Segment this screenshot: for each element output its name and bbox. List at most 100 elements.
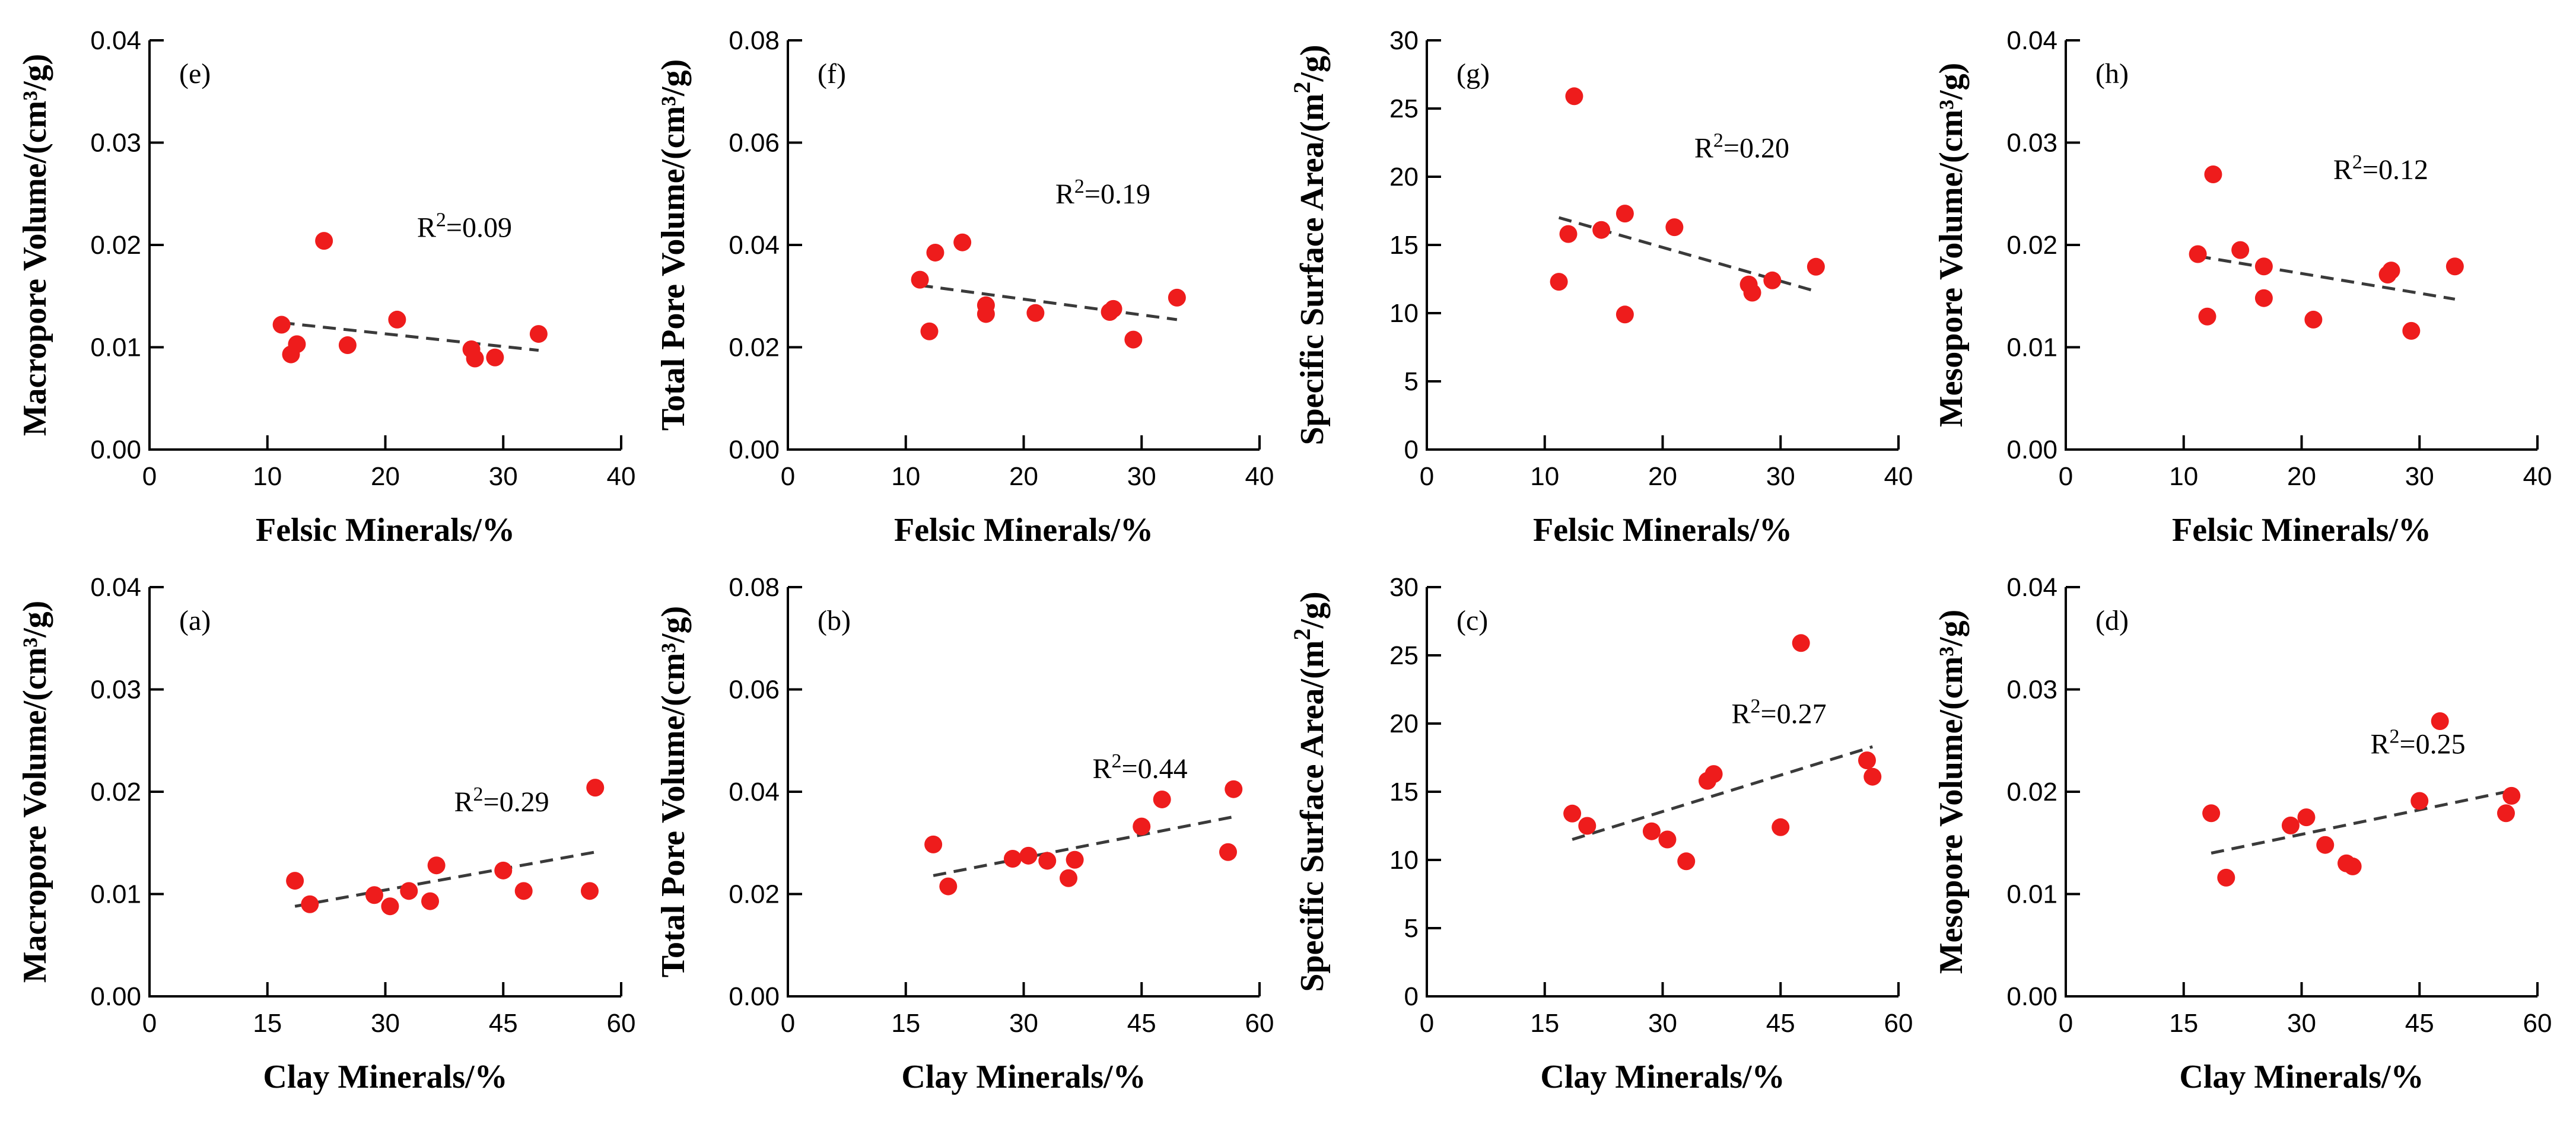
- data-point: [529, 325, 548, 343]
- panel-label: (h): [2095, 58, 2129, 90]
- data-point: [1563, 804, 1582, 823]
- data-point: [2410, 792, 2429, 810]
- y-tick-label: 0.04: [90, 573, 141, 602]
- x-tick-label: 60: [607, 1009, 636, 1038]
- data-point: [2202, 804, 2221, 823]
- data-point: [1038, 852, 1057, 870]
- data-point: [2497, 804, 2515, 823]
- r-squared-annotation: R2=0.20: [1694, 129, 1789, 164]
- y-tick-label: 0.01: [2006, 880, 2057, 909]
- y-tick-label: 30: [1389, 573, 1419, 602]
- y-tick-label: 0.06: [729, 675, 780, 705]
- y-axis-title: Total Pore Volume/(cm³/g): [655, 606, 692, 978]
- data-point: [1060, 869, 1078, 887]
- data-point: [920, 322, 939, 340]
- data-point: [1168, 288, 1186, 307]
- y-tick-label: 0.02: [729, 333, 780, 362]
- y-tick-label: 0.08: [729, 26, 780, 55]
- data-point: [1642, 822, 1661, 840]
- y-tick-label: 0: [1404, 982, 1419, 1011]
- data-point: [2231, 241, 2250, 259]
- r-squared-annotation: R2=0.12: [2333, 151, 2428, 186]
- data-point: [388, 310, 406, 329]
- y-tick-label: 0.02: [90, 231, 141, 260]
- axis-lines: [2065, 587, 2537, 998]
- r-squared-annotation: R2=0.44: [1093, 750, 1188, 785]
- y-tick-label: 15: [1389, 778, 1419, 807]
- x-tick-label: 20: [2287, 462, 2316, 491]
- y-tick-label: 0.04: [90, 26, 141, 55]
- y-tick-label: 0.03: [90, 129, 141, 158]
- y-tick-label: 15: [1389, 231, 1419, 260]
- trend-line: [933, 815, 1234, 877]
- data-point: [2431, 712, 2449, 730]
- data-point: [1792, 634, 1810, 652]
- x-tick-label: 40: [2523, 462, 2552, 491]
- data-point: [2204, 165, 2222, 183]
- panel-label: (e): [179, 58, 211, 90]
- x-tick-label: 10: [2169, 462, 2198, 491]
- x-tick-label: 60: [1884, 1009, 1913, 1038]
- data-point: [2254, 289, 2273, 307]
- data-point: [2316, 836, 2335, 854]
- data-point: [911, 270, 929, 289]
- y-tick-label: 0.00: [90, 435, 141, 464]
- data-point: [1026, 304, 1045, 322]
- data-point: [2304, 310, 2323, 329]
- y-tick-label: 20: [1389, 162, 1419, 192]
- data-point: [288, 335, 306, 353]
- x-tick-label: 45: [1127, 1009, 1156, 1038]
- axis-lines: [1426, 587, 1898, 998]
- x-tick-label: 20: [371, 462, 400, 491]
- data-point: [1763, 271, 1782, 289]
- axis-lines: [148, 587, 621, 998]
- x-tick-label: 10: [253, 462, 282, 491]
- data-point: [2217, 868, 2235, 887]
- axis-lines: [1426, 40, 1898, 451]
- data-point: [2382, 262, 2400, 280]
- panel-label: (f): [818, 58, 846, 90]
- y-axis-title: Specific Surface Area/(m2/g): [1289, 591, 1331, 992]
- x-tick-label: 15: [253, 1009, 282, 1038]
- r-squared-annotation: R2=0.27: [1732, 695, 1827, 730]
- y-tick-label: 0.08: [729, 573, 780, 602]
- x-tick-label: 10: [891, 462, 920, 491]
- x-tick-label: 40: [1245, 462, 1274, 491]
- x-axis-title: Clay Minerals/%: [901, 1059, 1146, 1095]
- data-point: [581, 882, 599, 900]
- y-tick-label: 0.04: [729, 231, 780, 260]
- y-tick-label: 0.01: [90, 333, 141, 362]
- x-tick-label: 20: [1648, 462, 1677, 491]
- x-axis-title: Clay Minerals/%: [263, 1059, 507, 1095]
- y-tick-label: 25: [1389, 641, 1419, 670]
- y-tick-label: 0.01: [90, 880, 141, 909]
- y-tick-label: 0.00: [2006, 982, 2057, 1011]
- y-tick-label: 0.04: [729, 778, 780, 807]
- data-point: [2445, 257, 2464, 276]
- data-point: [1615, 305, 1634, 324]
- y-tick-label: 0.02: [90, 778, 141, 807]
- r-squared-annotation: R2=0.29: [454, 783, 549, 818]
- panel-label: (g): [1456, 58, 1490, 90]
- data-point: [315, 232, 333, 250]
- y-tick-label: 0.02: [729, 880, 780, 909]
- data-point: [1066, 850, 1084, 869]
- r-squared-annotation: R2=0.09: [417, 209, 512, 244]
- chart-panel-d: 0.00 0.01 0.02 0.03 0.04 0 15 30 45 60 Clay Minera…: [1933, 573, 2552, 1095]
- x-tick-label: 0: [142, 462, 157, 491]
- y-tick-label: 0.03: [2006, 675, 2057, 705]
- chart-panel-f: 0.00 0.02 0.04 0.06 0.08 0 10 20 30 40 Felsic Mine…: [655, 26, 1274, 549]
- x-tick-label: 45: [1766, 1009, 1795, 1038]
- data-point: [1559, 225, 1578, 243]
- data-point: [486, 348, 504, 367]
- panel-label: (b): [818, 605, 851, 636]
- chart-panel-c: 0 5 10 15 20 25 30 0 15 30 45 60 Clay Minerals/% Spec…: [1289, 573, 1913, 1095]
- x-tick-label: 15: [891, 1009, 920, 1038]
- y-tick-label: 0.03: [2006, 129, 2057, 158]
- data-point: [381, 897, 399, 916]
- y-tick-label: 10: [1389, 846, 1419, 875]
- data-point: [1003, 849, 1022, 868]
- data-point: [1863, 767, 1882, 786]
- chart-panel-a: 0.00 0.01 0.02 0.03 0.04 0 15 30 45 60 Clay Minera…: [17, 573, 635, 1095]
